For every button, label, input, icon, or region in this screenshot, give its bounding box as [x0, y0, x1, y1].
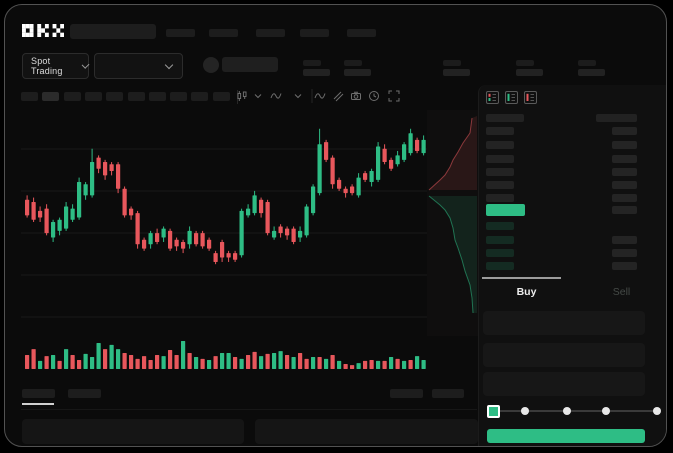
candlestick-chart [21, 128, 427, 369]
orderbook-col-header [486, 114, 524, 122]
bid-price-skeleton [486, 249, 514, 257]
nav-item-skeleton[interactable] [256, 29, 285, 37]
bottom-tab[interactable] [68, 389, 101, 398]
bid-price-skeleton [486, 262, 514, 270]
ticker-stat-value-skeleton [443, 69, 470, 76]
candles-icon[interactable] [236, 90, 248, 102]
timeframe-button[interactable] [191, 92, 209, 101]
total-input[interactable] [483, 372, 645, 396]
amount-slider-handle[interactable] [487, 405, 500, 418]
slider-stop[interactable] [602, 407, 610, 415]
coin-avatar [203, 57, 219, 73]
app-window: Spot Trading Buy Sell [4, 4, 667, 447]
chevron-down-icon [81, 60, 90, 69]
wave-icon[interactable] [314, 90, 326, 102]
ask-amount-skeleton [612, 155, 637, 163]
timeframe-button[interactable] [106, 92, 124, 101]
market-type-label: Spot Trading [31, 56, 63, 76]
ticker-stat-label-skeleton [344, 60, 362, 66]
orderbook-col-header [596, 114, 637, 122]
nav-item-skeleton[interactable] [300, 29, 329, 37]
nav-item-skeleton[interactable] [166, 29, 195, 37]
nav-item-skeleton[interactable] [209, 29, 238, 37]
timeframe-button[interactable] [170, 92, 188, 101]
tab-sell[interactable]: Sell [574, 283, 666, 301]
bottom-action-button[interactable] [432, 389, 464, 398]
pair-selector-dropdown[interactable] [94, 53, 183, 79]
bid-amount-skeleton [612, 236, 637, 244]
ask-amount-skeleton [612, 194, 637, 202]
ask-amount-skeleton [612, 181, 637, 189]
bid-price-skeleton [486, 236, 514, 244]
ask-price-skeleton [486, 194, 514, 202]
ticker-stat-value-skeleton [578, 69, 605, 76]
search-input[interactable] [70, 24, 156, 39]
ask-amount-skeleton [612, 168, 637, 176]
bottom-tab-active[interactable] [22, 389, 55, 398]
compare-icon[interactable] [332, 90, 344, 102]
tab-buy[interactable]: Buy [479, 283, 574, 301]
divider-icon [306, 89, 318, 103]
slider-stop[interactable] [521, 407, 529, 415]
ticker-stat-value-skeleton [344, 69, 371, 76]
ticker-stat-label-skeleton [578, 60, 596, 66]
bottom-tab-active-underline [22, 403, 54, 405]
bid-price-skeleton [486, 222, 514, 230]
ask-price-skeleton [486, 155, 514, 163]
amount-slider-track[interactable] [492, 410, 655, 412]
buy-submit-button[interactable] [487, 429, 645, 443]
bottom-panel [255, 419, 478, 444]
ask-price-skeleton [486, 168, 514, 176]
tab-indicator-line [482, 277, 561, 279]
ask-price-skeleton [486, 127, 514, 135]
last-amount-skeleton [612, 206, 637, 214]
caret-icon[interactable] [292, 90, 304, 102]
last-price-bar[interactable] [486, 204, 525, 216]
bottom-action-button[interactable] [390, 389, 423, 398]
ticker-stat-label-skeleton [516, 60, 534, 66]
expand-icon[interactable] [388, 90, 400, 102]
camera-icon[interactable] [350, 90, 362, 102]
tab-buy-label: Buy [516, 286, 537, 298]
trade-side-panel: Buy Sell [478, 85, 666, 446]
ask-amount-skeleton [612, 127, 637, 135]
timeframe-button[interactable] [127, 92, 145, 101]
orderbook-view-combined-icon[interactable] [486, 91, 499, 104]
timeframe-button[interactable] [84, 92, 102, 101]
chevron-down-icon [164, 60, 174, 69]
price-input[interactable] [483, 311, 645, 335]
clock-icon[interactable] [368, 90, 380, 102]
bottom-panel [22, 419, 244, 444]
timeframe-button[interactable] [21, 92, 38, 101]
bottom-divider [21, 409, 477, 410]
orderbook-view-bids-icon[interactable] [505, 91, 518, 104]
tab-sell-label: Sell [612, 286, 631, 298]
ticker-stat-value-skeleton [303, 69, 330, 76]
timeframe-button[interactable] [148, 92, 166, 101]
slider-stop[interactable] [653, 407, 661, 415]
slider-stop[interactable] [563, 407, 571, 415]
depth-chart-preview [427, 110, 478, 336]
nav-item-skeleton[interactable] [347, 29, 376, 37]
ask-price-skeleton [486, 141, 514, 149]
ticker-stat-label-skeleton [303, 60, 321, 66]
ticker-stat-label-skeleton [443, 60, 461, 66]
okx-logo [22, 24, 64, 37]
timeframe-button-active[interactable] [42, 92, 60, 101]
timeframe-button[interactable] [63, 92, 81, 101]
ticker-stat-value-skeleton [516, 69, 543, 76]
amount-input[interactable] [483, 343, 645, 367]
ask-amount-skeleton [612, 141, 637, 149]
wave-icon[interactable] [270, 90, 282, 102]
ask-price-skeleton [486, 181, 514, 189]
bid-amount-skeleton [612, 249, 637, 257]
caret-icon[interactable] [252, 90, 264, 102]
bid-amount-skeleton [612, 262, 637, 270]
pair-name-skeleton [222, 57, 278, 72]
timeframe-button[interactable] [212, 92, 230, 101]
market-type-dropdown[interactable]: Spot Trading [22, 53, 90, 79]
orderbook-view-asks-icon[interactable] [524, 91, 537, 104]
